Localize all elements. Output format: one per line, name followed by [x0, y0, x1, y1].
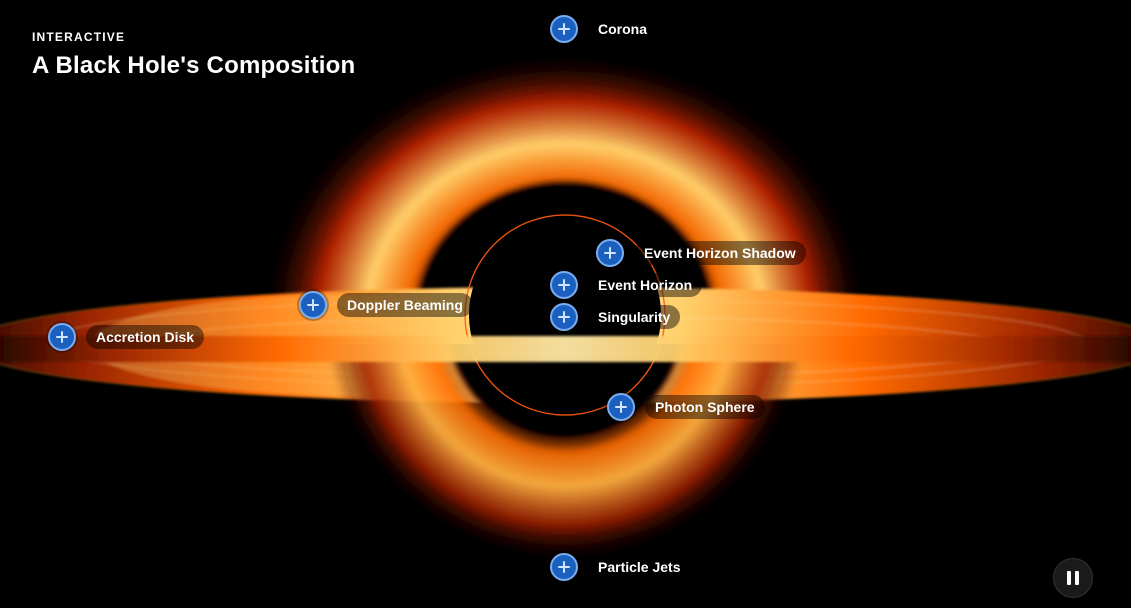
hotspot-label: Doppler Beaming	[337, 293, 473, 317]
plus-icon	[56, 331, 68, 343]
hotspot-button-accretion-disk[interactable]	[48, 323, 76, 351]
hotspot-singularity: Singularity	[550, 303, 680, 331]
hotspot-particle-jets: Particle Jets	[550, 553, 691, 581]
hotspot-label: Singularity	[588, 305, 680, 329]
hotspot-label: Event Horizon	[588, 273, 702, 297]
hotspot-button-event-horizon[interactable]	[550, 271, 578, 299]
plus-icon	[558, 279, 570, 291]
hotspot-label: Photon Sphere	[645, 395, 765, 419]
hotspot-button-singularity[interactable]	[550, 303, 578, 331]
plus-icon	[307, 299, 319, 311]
hotspot-button-photon-sphere[interactable]	[607, 393, 635, 421]
hotspot-accretion-disk: Accretion Disk	[48, 323, 204, 351]
hotspot-label: Event Horizon Shadow	[634, 241, 806, 265]
kicker: INTERACTIVE	[32, 30, 355, 44]
hotspot-label: Particle Jets	[588, 555, 691, 579]
hotspot-label: Corona	[588, 17, 657, 41]
pause-button[interactable]	[1053, 558, 1093, 598]
hotspot-button-particle-jets[interactable]	[550, 553, 578, 581]
header: INTERACTIVE A Black Hole's Composition	[32, 30, 355, 80]
plus-icon	[558, 561, 570, 573]
hotspot-button-doppler-beaming[interactable]	[299, 291, 327, 319]
hotspot-corona: Corona	[550, 15, 657, 43]
hotspot-photon-sphere: Photon Sphere	[607, 393, 765, 421]
plus-icon	[558, 311, 570, 323]
hotspot-label: Accretion Disk	[86, 325, 204, 349]
hotspot-event-horizon-shadow: Event Horizon Shadow	[596, 239, 806, 267]
hotspot-event-horizon: Event Horizon	[550, 271, 702, 299]
page-title: A Black Hole's Composition	[32, 52, 355, 80]
plus-icon	[604, 247, 616, 259]
pause-icon	[1067, 571, 1079, 585]
hotspot-button-corona[interactable]	[550, 15, 578, 43]
hotspot-doppler-beaming: Doppler Beaming	[299, 291, 473, 319]
scene: INTERACTIVE A Black Hole's Composition C…	[0, 0, 1131, 608]
plus-icon	[558, 23, 570, 35]
hotspot-button-event-horizon-shadow[interactable]	[596, 239, 624, 267]
plus-icon	[615, 401, 627, 413]
